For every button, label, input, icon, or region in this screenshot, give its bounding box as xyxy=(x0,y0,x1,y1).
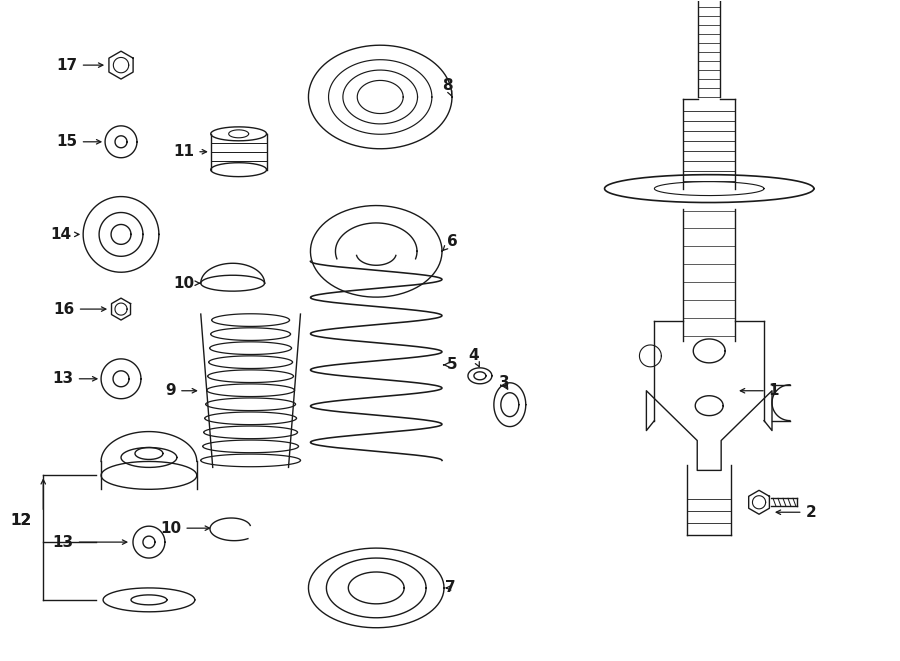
Text: 13: 13 xyxy=(52,535,127,549)
Text: 8: 8 xyxy=(442,77,453,96)
Text: 14: 14 xyxy=(50,227,79,242)
Text: 13: 13 xyxy=(52,371,97,386)
Text: 1: 1 xyxy=(741,383,779,398)
Text: 17: 17 xyxy=(57,58,103,73)
Text: 10: 10 xyxy=(174,276,200,291)
Text: 6: 6 xyxy=(443,234,457,251)
Text: 5: 5 xyxy=(444,358,457,372)
Text: 16: 16 xyxy=(54,301,106,317)
Text: 9: 9 xyxy=(166,383,196,398)
Text: 12: 12 xyxy=(11,513,32,527)
Text: 4: 4 xyxy=(469,348,480,367)
Text: 3: 3 xyxy=(499,375,509,390)
Text: 2: 2 xyxy=(776,505,816,520)
Text: 11: 11 xyxy=(174,144,207,159)
Text: 15: 15 xyxy=(57,134,101,149)
Text: 10: 10 xyxy=(160,521,210,535)
Text: 7: 7 xyxy=(445,580,455,596)
Text: 12: 12 xyxy=(11,513,32,527)
